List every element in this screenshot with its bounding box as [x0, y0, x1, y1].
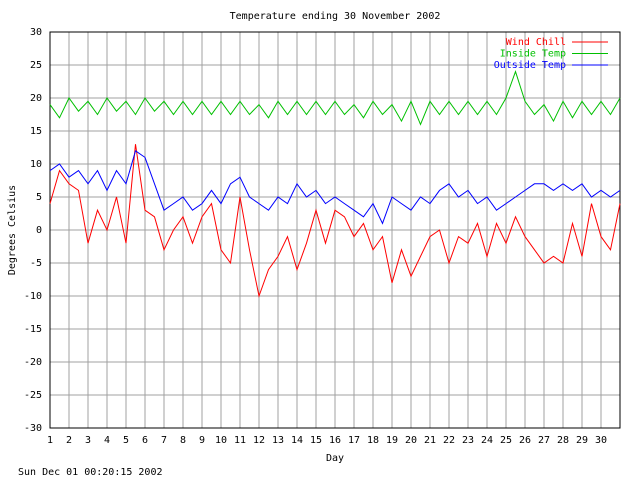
y-tick-label: -15 — [24, 324, 42, 335]
x-tick-label: 2 — [66, 435, 72, 446]
x-tick-label: 14 — [291, 435, 303, 446]
y-tick-label: 30 — [30, 27, 42, 38]
y-tick-label: 10 — [30, 159, 42, 170]
y-tick-label: -20 — [24, 357, 42, 368]
x-tick-label: 12 — [253, 435, 265, 446]
x-tick-label: 26 — [519, 435, 531, 446]
y-tick-label: -25 — [24, 390, 42, 401]
legend-label: Outside Temp — [494, 60, 566, 71]
x-tick-label: 3 — [85, 435, 91, 446]
series-line — [49, 144, 621, 298]
x-tick-label: 7 — [161, 435, 167, 446]
x-tick-label: 29 — [576, 435, 588, 446]
x-tick-label: 8 — [180, 435, 186, 446]
x-tick-label: 15 — [310, 435, 322, 446]
x-tick-label: 6 — [142, 435, 148, 446]
x-tick-label: 23 — [462, 435, 474, 446]
series-line — [49, 149, 621, 225]
y-tick-label: 0 — [36, 225, 42, 236]
x-tick-label: 13 — [272, 435, 284, 446]
x-tick-label: 5 — [123, 435, 129, 446]
y-tick-label: 5 — [36, 192, 42, 203]
series-line — [49, 70, 621, 126]
y-tick-label: 20 — [30, 93, 42, 104]
x-tick-label: 30 — [595, 435, 607, 446]
chart-title: Temperature ending 30 November 2002 — [230, 11, 441, 22]
y-tick-label: -30 — [24, 423, 42, 434]
x-tick-label: 24 — [481, 435, 493, 446]
y-tick-label: 25 — [30, 60, 42, 71]
x-tick-label: 19 — [386, 435, 398, 446]
y-axis-label: Degrees Celsius — [7, 185, 18, 275]
x-tick-label: 4 — [104, 435, 110, 446]
x-tick-label: 11 — [234, 435, 246, 446]
x-tick-label: 21 — [424, 435, 436, 446]
footer: Sun Dec 01 00:20:15 2002 — [18, 467, 163, 478]
y-tick-label: -10 — [24, 291, 42, 302]
x-tick-label: 16 — [329, 435, 341, 446]
x-tick-label: 10 — [215, 435, 227, 446]
x-tick-label: 27 — [538, 435, 550, 446]
x-tick-label: 20 — [405, 435, 417, 446]
legend-label: Inside Temp — [500, 49, 566, 60]
x-tick-label: 1 — [47, 435, 53, 446]
x-tick-label: 18 — [367, 435, 379, 446]
y-tick-label: -5 — [30, 258, 42, 269]
x-tick-label: 28 — [557, 435, 569, 446]
x-tick-label: 9 — [199, 435, 205, 446]
x-tick-label: 22 — [443, 435, 455, 446]
plot-frame — [49, 31, 621, 429]
y-tick-label: 15 — [30, 126, 42, 137]
x-axis-label: Day — [326, 453, 344, 464]
x-tick-label: 25 — [500, 435, 512, 446]
x-tick-label: 17 — [348, 435, 360, 446]
legend-label: Wind Chill — [506, 37, 566, 48]
